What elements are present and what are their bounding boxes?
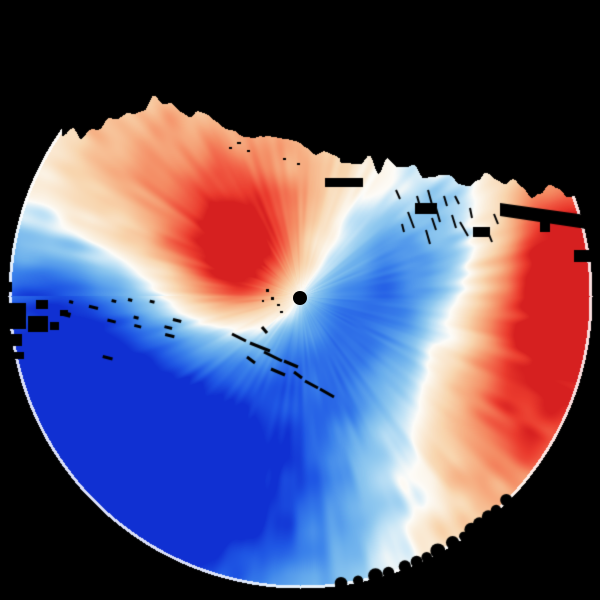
radar-site-dot <box>293 291 307 305</box>
